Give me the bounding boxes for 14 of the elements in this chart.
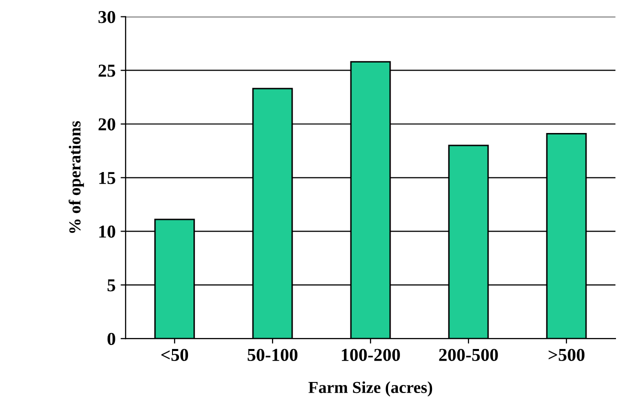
y-tick-label: 10 <box>99 226 116 238</box>
x-tick-label: >500 <box>548 348 584 362</box>
x-axis-title: Farm Size (acres) <box>308 381 432 396</box>
y-tick-label: 5 <box>108 279 116 292</box>
x-tick-label: 100-200 <box>342 348 400 362</box>
y-tick-label: 20 <box>98 118 116 130</box>
y-tick-label: 25 <box>98 64 116 77</box>
y-axis-title: % of operations <box>68 121 84 233</box>
y-tick-label: 30 <box>98 10 116 24</box>
x-tick-label: 50-100 <box>248 348 298 362</box>
x-tick-label: <50 <box>161 348 188 362</box>
y-tick-label: 0 <box>108 332 116 346</box>
x-tick-label: 200-500 <box>439 348 498 362</box>
y-tick-label: 15 <box>99 172 116 184</box>
